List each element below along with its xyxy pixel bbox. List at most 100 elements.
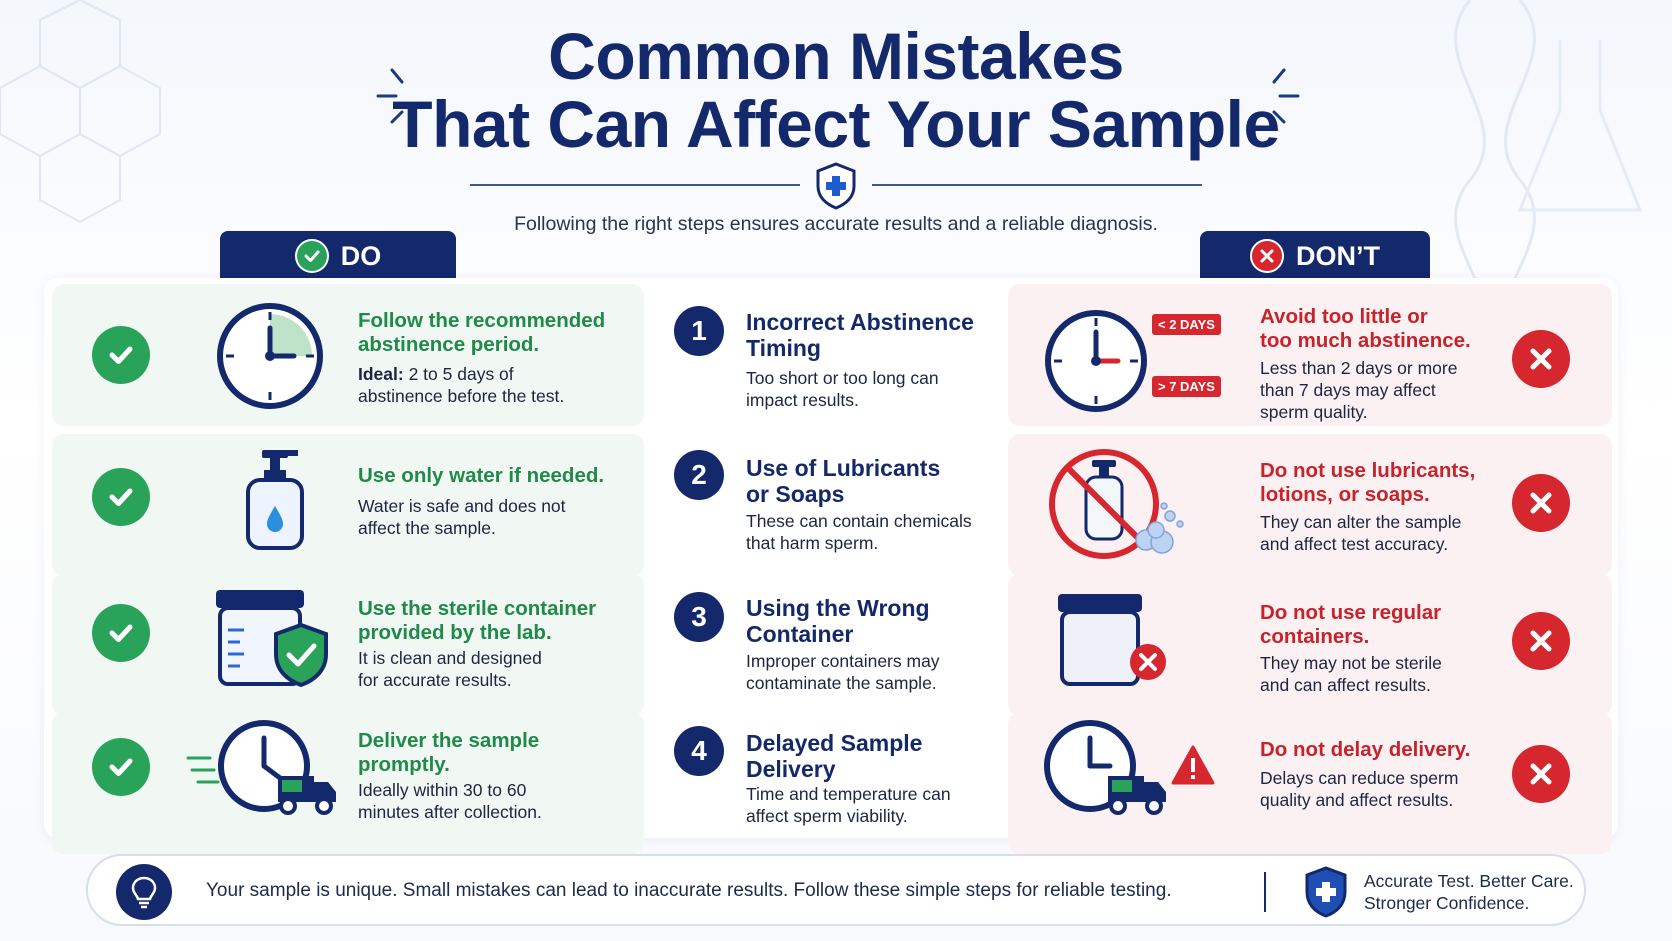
do-heading-3-line-2: provided by the lab. [358,621,552,644]
do-body-3-line-2: for accurate results. [358,670,512,690]
footer-tagline-line-2: Stronger Confidence. [1364,893,1530,913]
dont-body-4-line-2: quality and affect results. [1260,790,1454,810]
pump-bottle-icon [246,450,304,550]
dont-tab-label: DON’T [1296,240,1380,271]
mistake-body-3-line-1: Improper containers may [746,651,940,671]
footer-tagline-line-1: Accurate Test. Better Care. [1364,871,1574,891]
mistake-body-1: Too short or too long can impact results… [746,367,939,411]
do-heading-4-line-2: promptly. [358,753,450,776]
warning-icon [1171,745,1215,785]
mistake-body-4-line-2: affect sperm viability. [746,806,908,826]
do-body-1: Ideal: 2 to 5 days of abstinence before … [358,363,564,407]
do-body-2-line-1: Water is safe and does not [358,496,566,516]
mistake-body-2-line-1: These can contain chemicals [746,511,972,531]
do-body-2: Water is safe and does not affect the sa… [358,495,566,539]
mistake-title-3: Using the Wrong Container [746,595,930,647]
subtitle: Following the right steps ensures accura… [514,213,1158,235]
page-title: Common Mistakes That Can Affect Your Sam… [0,22,1672,158]
dont-heading-1-line-1: Avoid too little or [1260,305,1428,328]
mistake-body-3-line-2: contaminate the sample. [746,673,937,693]
do-tab: DO [220,231,456,281]
dont-body-4: Delays can reduce sperm quality and affe… [1260,767,1458,811]
dont-heading-1-line-2: too much abstinence. [1260,329,1471,352]
do-body-1-line-2: abstinence before the test. [358,386,565,406]
clock-icon [1045,310,1147,412]
mistake-title-2-line-2: or Soaps [746,481,845,507]
no-sign-icon [1049,449,1184,559]
dont-body-2: They can alter the sample and affect tes… [1260,511,1461,555]
mistake-title-2: Use of Lubricants or Soaps [746,455,940,507]
dont-heading-3-line-1: Do not use regular [1260,601,1442,624]
x-icon [1512,745,1570,803]
dont-body-1-line-3: sperm quality. [1260,402,1368,422]
mistake-title-4: Delayed Sample Delivery [746,730,922,782]
mistake-body-1-line-1: Too short or too long can [746,368,939,388]
dont-body-1-line-2: than 7 days may affect [1260,380,1436,400]
container-icon [1058,594,1166,686]
do-heading-1: Follow the recommended abstinence period… [358,309,605,357]
dont-heading-4: Do not delay delivery. [1260,738,1471,761]
shield-cross-icon [1305,866,1347,918]
mistake-body-2-line-2: that harm sperm. [746,533,879,553]
dont-body-3-line-1: They may not be sterile [1260,653,1442,673]
delivery-truck-icon [1044,720,1166,815]
do-heading-4: Deliver the sample promptly. [358,729,539,777]
tag-more-than-7-days: > 7 DAYS [1152,376,1221,397]
x-icon [1512,612,1570,670]
dont-body-3-line-2: and can affect results. [1260,675,1431,695]
do-body-2-line-2: affect the sample. [358,518,496,538]
check-icon [92,738,150,796]
mistake-title-4-line-2: Delivery [746,756,836,782]
dont-body-2-line-2: and affect test accuracy. [1260,534,1449,554]
mistake-body-4-line-1: Time and temperature can [746,784,951,804]
do-body-3-line-1: It is clean and designed [358,648,542,668]
lightbulb-icon [116,864,172,920]
x-icon [1512,330,1570,388]
x-icon [1512,474,1570,532]
mistake-title-1-line-1: Incorrect Abstinence [746,309,974,335]
do-heading-4-line-1: Deliver the sample [358,729,540,752]
footer-divider [1264,872,1266,912]
do-heading-2: Use only water if needed. [358,464,605,487]
tag-less-than-2-days: < 2 DAYS [1152,314,1221,335]
do-heading-1-line-1: Follow the recommended [358,309,606,332]
mistake-number-4: 4 [674,726,724,776]
do-tab-label: DO [340,240,382,271]
do-body-4-line-1: Ideally within 30 to 60 [358,780,527,800]
check-icon [92,326,150,384]
shield-cross-icon [816,162,856,210]
mistake-number-1: 1 [674,306,724,356]
check-icon [92,604,150,662]
shield-check-icon [274,622,328,688]
dont-heading-2-line-2: lotions, or soaps. [1260,483,1430,506]
dont-heading-2-line-1: Do not use lubricants, [1260,459,1476,482]
do-body-1-line-1: 2 to 5 days of [403,364,514,384]
mistake-title-1-line-2: Timing [746,335,821,361]
footer-banner: Your sample is unique. Small mistakes ca… [86,854,1586,926]
do-heading-3: Use the sterile container provided by th… [358,597,596,645]
mistake-number-2: 2 [674,450,724,500]
dont-body-1: Less than 2 days or more than 7 days may… [1260,357,1457,423]
mistake-body-3: Improper containers may contaminate the … [746,650,940,694]
mistake-title-2-line-1: Use of Lubricants [746,455,941,481]
do-body-4-line-2: minutes after collection. [358,802,542,822]
dont-body-3: They may not be sterile and can affect r… [1260,652,1442,696]
title-divider-right [872,184,1202,186]
dont-body-2-line-1: They can alter the sample [1260,512,1462,532]
mistake-title-3-line-2: Container [746,621,854,647]
do-heading-3-line-1: Use the sterile container [358,597,597,620]
check-icon [294,239,329,273]
sparkle-icon [1272,68,1300,124]
title-line-2: That Can Affect Your Sample [392,87,1280,161]
do-card-4 [52,712,644,854]
footer-message: Your sample is unique. Small mistakes ca… [206,880,1172,901]
dont-body-1-line-1: Less than 2 days or more [1260,358,1458,378]
do-card-3 [52,574,644,716]
delivery-truck-icon [186,720,336,815]
do-card-1 [52,284,644,426]
mistake-title-3-line-1: Using the Wrong [746,595,930,621]
dont-tab: DON’T [1200,231,1430,281]
sparkle-icon [376,68,404,124]
title-line-1: Common Mistakes [548,19,1124,93]
mistake-number-3: 3 [674,592,724,642]
